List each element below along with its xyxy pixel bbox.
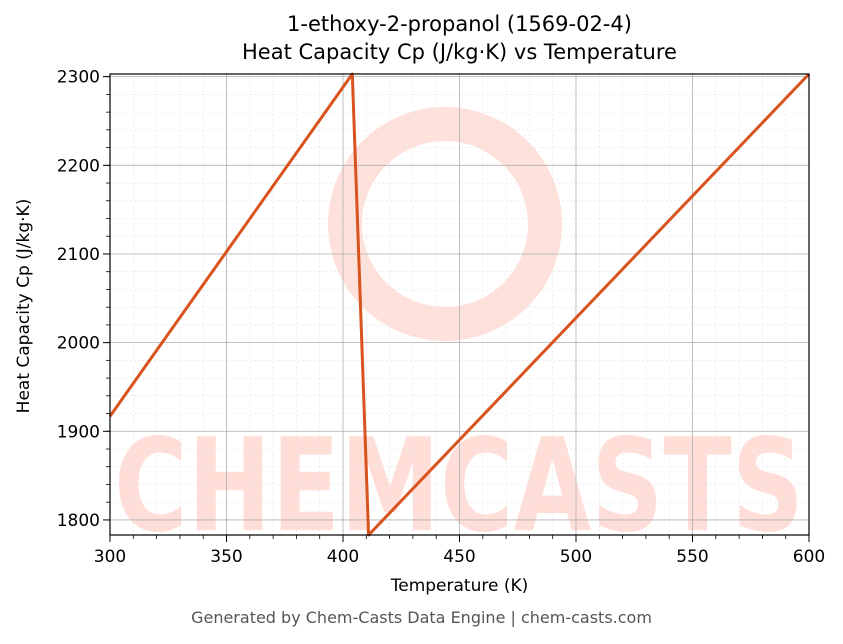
- x-tick-label: 600: [793, 547, 825, 567]
- series-layer: [108, 72, 811, 537]
- y-tick-label: 2300: [57, 68, 100, 88]
- x-tick-label: 300: [94, 547, 126, 567]
- y-axis-label: Heat Capacity Cp (J/kg·K): [14, 198, 34, 414]
- major-grid: [109, 74, 810, 535]
- y-tick-label: 2000: [57, 334, 100, 354]
- y-tick-label: 1900: [57, 422, 100, 442]
- y-tick-label: 2100: [57, 245, 100, 265]
- x-tick-label: 550: [676, 547, 708, 567]
- watermark-swirl-icon: [328, 107, 562, 341]
- y-tick-label: 2200: [57, 156, 100, 176]
- x-tick-label: 350: [210, 547, 242, 567]
- chart-title: 1-ethoxy-2-propanol (1569-02-4): [287, 12, 632, 36]
- axis-ticks: 300 350 400 450 500 550 600 1800 1900 2000 2100 220…: [57, 68, 825, 567]
- x-axis-label: Temperature (K): [390, 576, 529, 596]
- series-line: [108, 72, 811, 537]
- x-tick-label: 500: [560, 547, 592, 567]
- x-tick-label: 450: [443, 547, 475, 567]
- y-tick-label: 1800: [57, 511, 100, 531]
- footer-credit: Generated by Chem-Casts Data Engine | ch…: [191, 608, 652, 627]
- x-tick-label: 400: [327, 547, 359, 567]
- chart-subtitle: Heat Capacity Cp (J/kg·K) vs Temperature: [242, 40, 677, 64]
